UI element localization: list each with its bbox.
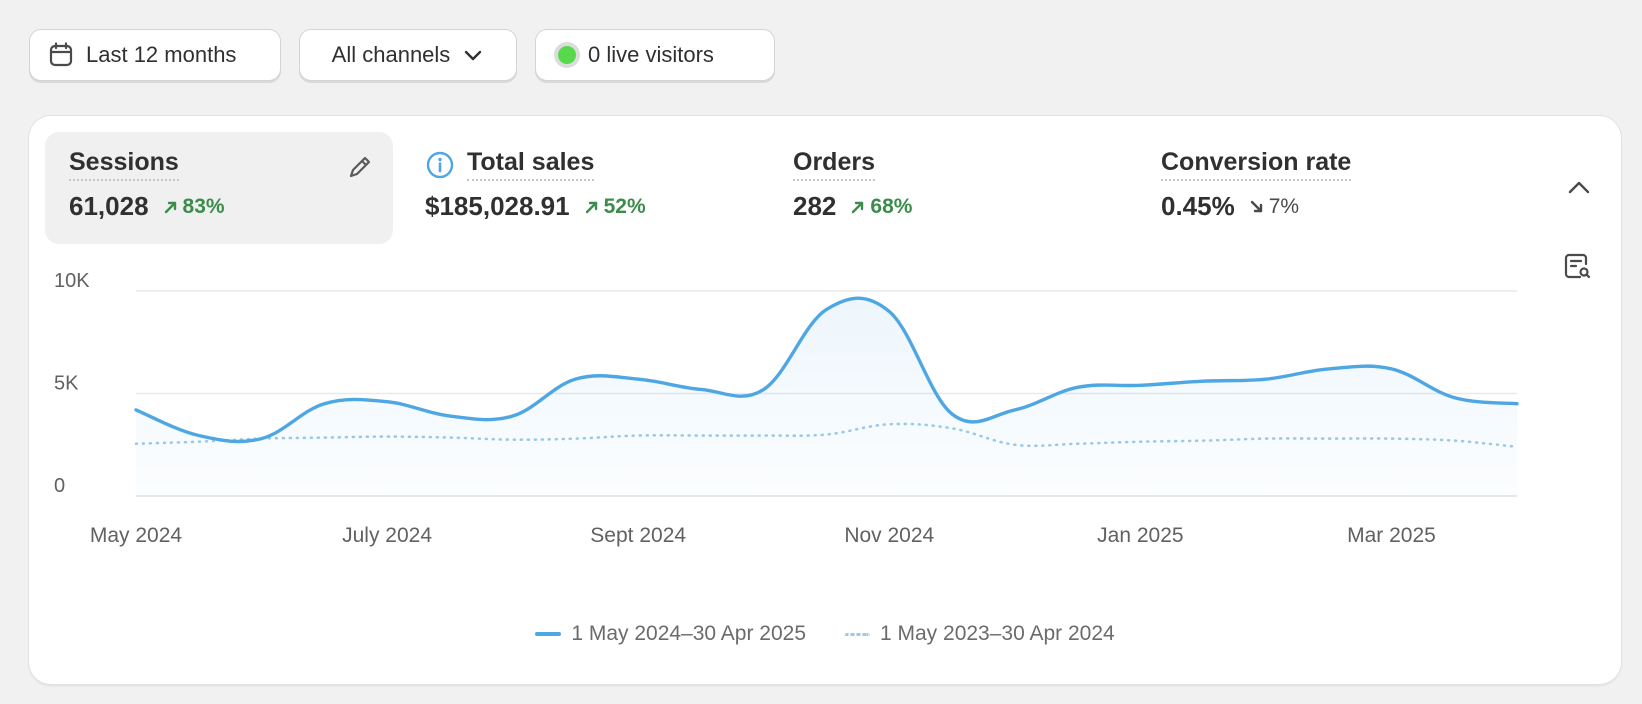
arrow-up-right-icon bbox=[164, 201, 176, 213]
metric-title[interactable]: Conversion rate bbox=[1161, 148, 1352, 181]
metric-value: $185,028.91 bbox=[425, 191, 570, 221]
metric-value: 61,028 bbox=[69, 191, 149, 221]
live-status-dot-icon bbox=[558, 46, 576, 64]
x-tick-label: Jan 2025 bbox=[1097, 524, 1183, 547]
legend-label: 1 May 2024–30 Apr 2025 bbox=[571, 622, 806, 645]
arrow-up-right-icon bbox=[852, 201, 864, 213]
legend-dotted-swatch bbox=[844, 632, 870, 636]
metric-title[interactable]: Orders bbox=[793, 148, 875, 181]
metric-value: 0.45% bbox=[1161, 191, 1235, 221]
date-range-label: Last 12 months bbox=[86, 42, 237, 67]
metric-conversion-rate[interactable]: Conversion rate 0.45% 7% bbox=[1137, 132, 1485, 244]
report-search-icon[interactable] bbox=[1561, 250, 1593, 282]
metric-value: 282 bbox=[793, 191, 837, 221]
legend-item-previous[interactable]: 1 May 2023–30 Apr 2024 bbox=[844, 622, 1115, 646]
metric-title[interactable]: Total sales bbox=[467, 148, 595, 181]
chevron-up-icon[interactable] bbox=[1563, 172, 1595, 204]
current-series-area bbox=[136, 298, 1517, 496]
y-tick-label: 5K bbox=[54, 373, 79, 395]
x-tick-label: Sept 2024 bbox=[590, 524, 686, 547]
calendar-icon bbox=[49, 42, 73, 67]
pencil-icon[interactable] bbox=[345, 152, 375, 182]
metric-change-value: 83% bbox=[182, 194, 225, 218]
x-tick-label: July 2024 bbox=[342, 524, 432, 547]
analytics-card: Sessions 61,028 83% Total sales bbox=[29, 116, 1621, 684]
x-tick-label: Mar 2025 bbox=[1347, 524, 1436, 547]
x-tick-label: Nov 2024 bbox=[844, 524, 934, 547]
info-icon[interactable] bbox=[425, 150, 455, 180]
live-visitors-label: 0 live visitors bbox=[588, 42, 714, 67]
metric-sessions[interactable]: Sessions 61,028 83% bbox=[45, 132, 393, 244]
chevron-down-icon bbox=[465, 50, 482, 61]
arrow-up-right-icon bbox=[585, 201, 597, 213]
metric-change-value: 68% bbox=[870, 194, 913, 218]
metric-change-value: 52% bbox=[603, 194, 646, 218]
metric-change: 52% bbox=[584, 195, 646, 219]
channels-dropdown[interactable]: All channels bbox=[299, 29, 517, 81]
previous-series-line[interactable] bbox=[134, 422, 1519, 449]
metric-change-value: 7% bbox=[1268, 194, 1300, 218]
date-range-button[interactable]: Last 12 months bbox=[29, 29, 281, 81]
metric-total-sales[interactable]: Total sales $185,028.91 52% bbox=[401, 132, 749, 244]
metric-change: 68% bbox=[850, 195, 912, 219]
channels-label: All channels bbox=[331, 42, 451, 67]
metric-change: 7% bbox=[1249, 195, 1299, 219]
current-series-line[interactable] bbox=[134, 296, 1519, 444]
arrow-down-right-icon bbox=[1250, 200, 1262, 212]
y-tick-label: 0 bbox=[54, 475, 65, 497]
chart-legend: 1 May 2024–30 Apr 2025 1 May 2023–30 Apr… bbox=[29, 622, 1621, 646]
x-tick-label: May 2024 bbox=[90, 524, 183, 547]
live-visitors-button[interactable]: 0 live visitors bbox=[535, 29, 775, 81]
toolbar: Last 12 months All channels 0 live visit… bbox=[29, 29, 775, 81]
metric-title[interactable]: Sessions bbox=[69, 148, 179, 181]
legend-item-current[interactable]: 1 May 2024–30 Apr 2025 bbox=[535, 622, 806, 646]
y-tick-label: 10K bbox=[54, 270, 90, 292]
legend-label: 1 May 2023–30 Apr 2024 bbox=[880, 622, 1115, 645]
metric-change: 83% bbox=[163, 195, 225, 219]
metric-orders[interactable]: Orders 282 68% bbox=[769, 132, 1117, 244]
legend-solid-swatch bbox=[535, 632, 562, 636]
